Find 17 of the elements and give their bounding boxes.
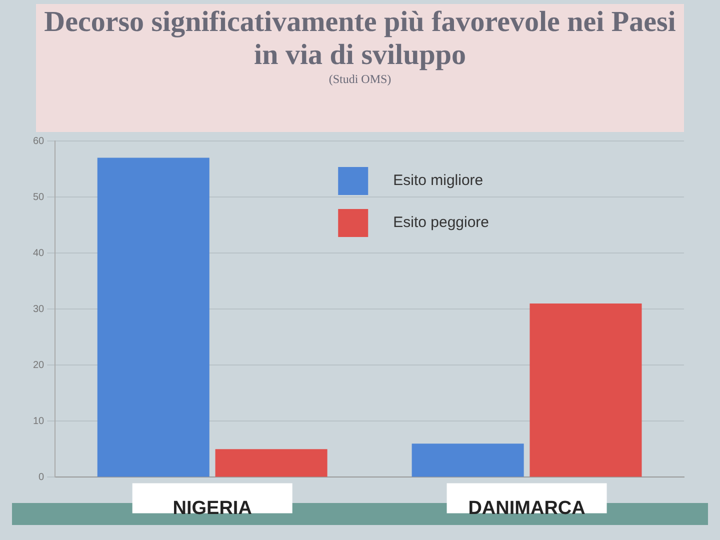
x-tick-label: DANIMARCA: [468, 498, 586, 519]
y-tick-label: 40: [33, 248, 45, 259]
bar: [97, 158, 210, 477]
legend-label: Esito peggiore: [393, 214, 490, 232]
y-tick-label: 50: [33, 192, 45, 203]
y-tick-label: 20: [33, 360, 45, 371]
bar: [412, 444, 524, 477]
bar: [215, 449, 328, 477]
x-tick-label: NIGERIA: [172, 498, 252, 519]
y-tick-label: 60: [33, 136, 45, 147]
y-tick-label: 10: [33, 416, 45, 427]
y-tick-label: 30: [33, 304, 45, 315]
chart-subtitle: (Studi OMS): [328, 72, 392, 87]
chart-title: Decorso significativamente più favorevole nei Paesi in via di sviluppo: [43, 6, 677, 72]
y-tick-label: 0: [38, 472, 45, 483]
legend-label: Esito migliore: [393, 172, 484, 190]
bar: [530, 303, 642, 477]
